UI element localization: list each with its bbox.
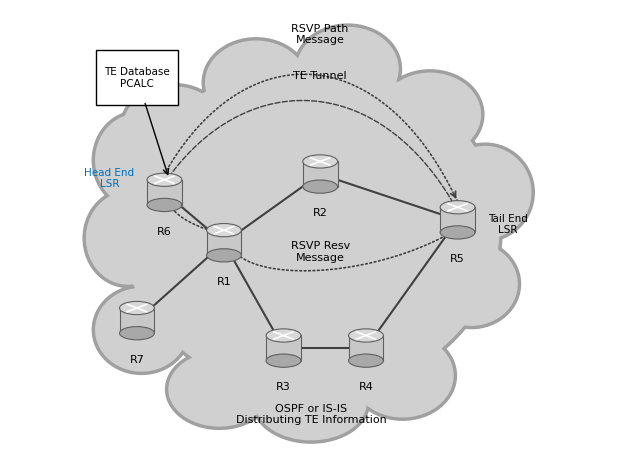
Ellipse shape [440, 226, 475, 239]
Text: RSVP Resv
Message: RSVP Resv Message [290, 241, 350, 263]
Ellipse shape [147, 198, 182, 212]
Ellipse shape [96, 289, 187, 371]
Text: Head End
LSR: Head End LSR [85, 168, 134, 190]
Ellipse shape [303, 155, 338, 168]
Text: TE Tunnel: TE Tunnel [294, 71, 347, 81]
Polygon shape [147, 180, 182, 205]
Polygon shape [266, 335, 301, 361]
Ellipse shape [169, 353, 270, 426]
FancyBboxPatch shape [96, 50, 178, 105]
Polygon shape [119, 308, 154, 333]
Ellipse shape [348, 329, 383, 342]
Polygon shape [440, 207, 475, 233]
Ellipse shape [207, 224, 241, 237]
Ellipse shape [147, 173, 182, 186]
Ellipse shape [92, 285, 191, 375]
Ellipse shape [422, 239, 521, 329]
Ellipse shape [294, 24, 401, 114]
Polygon shape [207, 230, 241, 256]
Ellipse shape [92, 111, 182, 210]
Text: TE Database
PCALC: TE Database PCALC [104, 67, 170, 89]
Text: Tail End
LSR: Tail End LSR [488, 213, 528, 235]
Ellipse shape [207, 249, 241, 262]
Ellipse shape [83, 189, 172, 288]
Ellipse shape [253, 363, 369, 443]
Text: R2: R2 [313, 208, 328, 218]
Ellipse shape [439, 147, 531, 238]
Ellipse shape [303, 180, 338, 193]
Ellipse shape [266, 329, 301, 342]
Text: R1: R1 [216, 277, 231, 287]
Ellipse shape [120, 84, 228, 173]
Ellipse shape [349, 331, 457, 420]
Text: R5: R5 [450, 254, 465, 264]
Ellipse shape [96, 114, 178, 206]
Ellipse shape [436, 143, 534, 242]
Polygon shape [348, 335, 383, 361]
Ellipse shape [86, 192, 169, 284]
Ellipse shape [440, 201, 475, 214]
Ellipse shape [123, 87, 224, 169]
Text: RSVP Path
Message: RSVP Path Message [292, 23, 349, 45]
Ellipse shape [376, 70, 484, 159]
Ellipse shape [379, 73, 480, 156]
Ellipse shape [256, 366, 366, 440]
Ellipse shape [352, 334, 453, 417]
Text: R3: R3 [276, 382, 291, 393]
Ellipse shape [119, 327, 154, 340]
Ellipse shape [120, 61, 502, 397]
Ellipse shape [123, 64, 499, 394]
Ellipse shape [119, 301, 154, 315]
Ellipse shape [348, 354, 383, 367]
Ellipse shape [266, 354, 301, 367]
Ellipse shape [206, 41, 307, 124]
Text: R7: R7 [129, 355, 144, 365]
Ellipse shape [202, 38, 310, 127]
Ellipse shape [297, 27, 398, 110]
Ellipse shape [425, 243, 517, 325]
Text: R4: R4 [358, 382, 373, 393]
Text: R6: R6 [157, 227, 172, 237]
Polygon shape [303, 162, 338, 187]
Ellipse shape [165, 349, 273, 430]
Text: OSPF or IS-IS
Distributing TE Information: OSPF or IS-IS Distributing TE Informatio… [236, 403, 386, 425]
